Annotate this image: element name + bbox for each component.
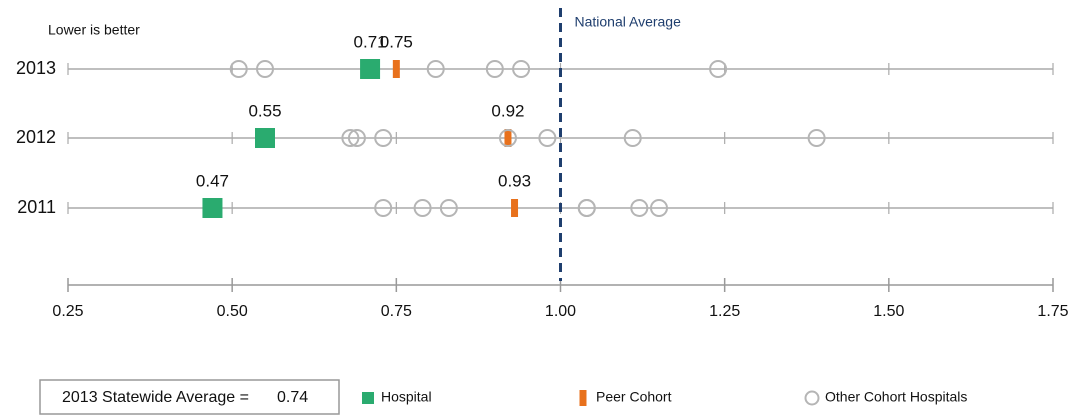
- category-label: 2012: [16, 127, 56, 147]
- other-mark: [426, 60, 445, 78]
- other-mark: [229, 60, 248, 78]
- other-mark: [650, 199, 668, 217]
- x-tick-label: 1.00: [545, 303, 576, 320]
- legend-label: Hospital: [381, 389, 432, 405]
- other-mark: [439, 199, 458, 217]
- peer-mark: [511, 199, 519, 217]
- statewide-label: 2013 Statewide Average =: [62, 389, 249, 406]
- other-mark: [374, 199, 393, 217]
- data-label: 0.93: [498, 171, 531, 190]
- legend-label: Other Cohort Hospitals: [825, 389, 967, 405]
- x-tick-label: 1.75: [1037, 303, 1068, 320]
- other-mark: [256, 60, 274, 78]
- other-mark: [538, 129, 557, 147]
- data-label: 0.92: [491, 101, 524, 120]
- hospital-mark: [255, 128, 275, 148]
- data-label: 0.71: [354, 32, 387, 51]
- other-mark: [374, 129, 393, 147]
- hospital-mark: [202, 198, 223, 218]
- other-mark: [709, 60, 728, 78]
- other-mark: [577, 199, 596, 217]
- other-mark: [512, 60, 531, 78]
- other-mark: [498, 129, 517, 147]
- legend-swatch: [804, 390, 820, 406]
- other-mark: [341, 129, 360, 147]
- data-label: 0.55: [248, 101, 281, 120]
- reference-label: National Average: [575, 14, 682, 30]
- other-mark: [347, 129, 366, 147]
- other-mark: [807, 129, 826, 147]
- statewide-box: [39, 379, 340, 415]
- legend-swatch: [579, 390, 587, 406]
- data-label: 0.47: [196, 171, 229, 190]
- other-mark: [485, 60, 504, 78]
- x-tick-label: 0.25: [52, 303, 83, 320]
- x-tick-label: 0.50: [217, 303, 248, 320]
- category-label: 2011: [17, 197, 56, 217]
- other-mark: [623, 129, 642, 147]
- x-tick-label: 1.25: [709, 303, 740, 320]
- other-mark: [630, 199, 649, 217]
- legend-swatch: [362, 392, 374, 404]
- other-mark: [413, 199, 432, 217]
- peer-mark: [392, 60, 400, 78]
- statewide-value: 0.74: [277, 389, 308, 406]
- category-label: 2013: [16, 58, 56, 78]
- legend-label: Peer Cohort: [596, 389, 672, 405]
- x-tick-label: 0.75: [381, 303, 412, 320]
- hospital-mark: [360, 59, 381, 79]
- note: Lower is better: [48, 22, 140, 38]
- data-label: 0.75: [380, 32, 413, 51]
- peer-mark: [504, 129, 512, 147]
- x-tick-label: 1.50: [873, 303, 904, 320]
